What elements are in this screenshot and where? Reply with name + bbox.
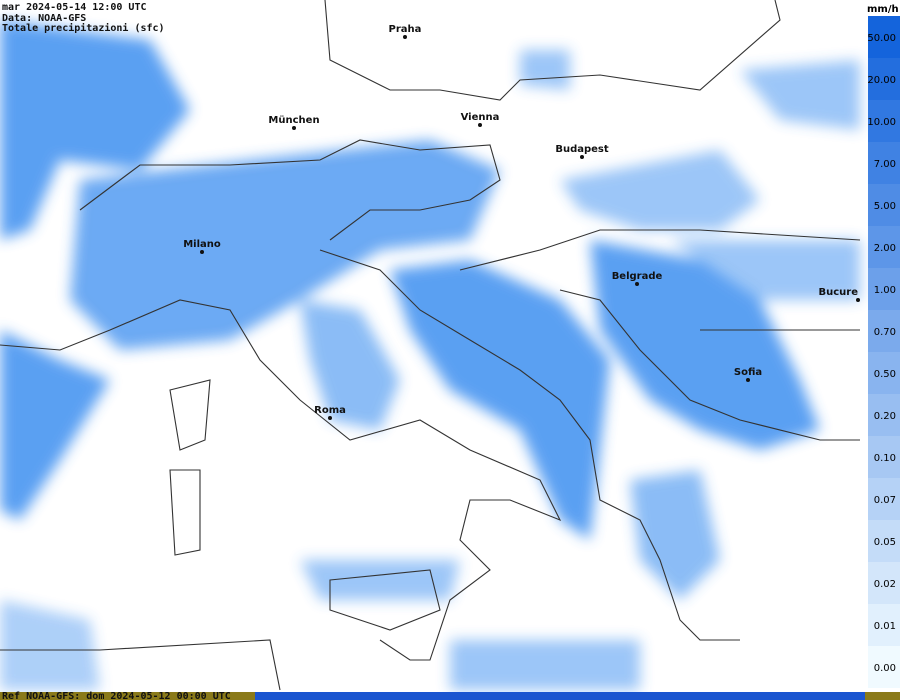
city-label: Budapest	[555, 144, 609, 155]
city-dot	[478, 123, 482, 127]
legend-level: 0.00	[874, 663, 896, 674]
legend-swatch	[868, 352, 900, 394]
city-label: Vienna	[461, 112, 500, 123]
legend-level: 0.10	[874, 453, 896, 464]
borders	[0, 0, 861, 691]
legend-level: 2.00	[874, 243, 896, 254]
city-dot	[292, 126, 296, 130]
city-dot	[328, 416, 332, 420]
legend-swatch	[868, 184, 900, 226]
city-label: München	[268, 115, 319, 126]
city-label: Roma	[314, 405, 346, 416]
city-label: Belgrade	[612, 271, 663, 282]
cities: Praha München Vienna Budapest Milano Belgrade…	[183, 24, 860, 420]
header-source: Data: NOAA-GFS	[2, 13, 86, 24]
legend-swatch	[868, 436, 900, 478]
city-dot	[856, 298, 860, 302]
city-dot	[635, 282, 639, 286]
city-label: Sofia	[734, 367, 762, 378]
legend-swatch	[868, 142, 900, 184]
legend-swatch	[868, 226, 900, 268]
legend-swatch	[868, 58, 900, 100]
legend-level: 0.01	[874, 621, 896, 632]
legend-level: 1.00	[874, 285, 896, 296]
city-label: Bucure	[818, 287, 858, 298]
city-dot	[403, 35, 407, 39]
legend: mm/h 50.00 20.00 10.00 7.00 5.00 2.00 1.00 0.70…	[866, 0, 900, 688]
city-dot	[200, 250, 204, 254]
legend-level: 5.00	[874, 201, 896, 212]
legend-swatch	[868, 394, 900, 436]
precipitation	[0, 20, 860, 690]
legend-level: 0.50	[874, 369, 896, 380]
legend-level: 7.00	[874, 159, 896, 170]
legend-level: 0.02	[874, 579, 896, 590]
legend-swatch	[868, 310, 900, 352]
city-label: Praha	[389, 24, 422, 35]
legend-swatch	[868, 16, 900, 58]
legend-swatch	[868, 478, 900, 520]
legend-level: 0.20	[874, 411, 896, 422]
header-date: mar 2024-05-14 12:00 UTC	[2, 2, 147, 13]
footer-text: Ref NOAA-GFS: dom 2024-05-12 00:00 UTC	[2, 691, 231, 700]
footer-strip	[255, 692, 865, 700]
legend-swatch	[868, 562, 900, 604]
city-dot	[746, 378, 750, 382]
legend-header	[866, 0, 900, 16]
legend-level: 0.05	[874, 537, 896, 548]
city-label: Milano	[183, 239, 221, 250]
legend-swatch	[868, 268, 900, 310]
legend-swatch	[868, 646, 900, 688]
legend-level: 0.07	[874, 495, 896, 506]
legend-level: 0.70	[874, 327, 896, 338]
legend-swatch	[868, 100, 900, 142]
legend-unit: mm/h	[867, 4, 899, 15]
header-field: Totale precipitazioni (sfc)	[2, 22, 165, 34]
legend-level: 20.00	[867, 75, 896, 86]
legend-swatch	[868, 520, 900, 562]
legend-swatch	[868, 604, 900, 646]
legend-level: 50.00	[867, 33, 896, 44]
city-dot	[580, 155, 584, 159]
legend-level: 10.00	[867, 117, 896, 128]
